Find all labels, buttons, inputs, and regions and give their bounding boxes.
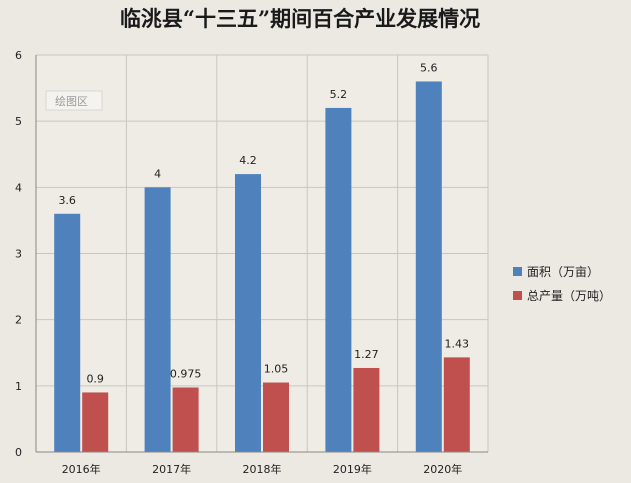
data-label-output: 1.43 <box>445 337 470 350</box>
legend-label: 面积（万亩） <box>527 264 599 279</box>
data-label-area: 4 <box>154 167 161 180</box>
bar-output <box>82 392 109 452</box>
data-labels: 3.6 0.9 4 0.975 4.2 1.05 5.2 1.27 5.6 1.43 <box>58 61 469 385</box>
x-tick-label: 2018年 <box>243 462 282 476</box>
bar-output <box>443 357 470 452</box>
chart-title: 临洮县“十三五”期间百合产业发展情况 <box>120 6 480 31</box>
data-label-output: 1.05 <box>264 363 289 376</box>
y-tick-label: 2 <box>15 314 22 327</box>
bar-area <box>54 213 81 452</box>
data-label-output: 0.9 <box>86 372 104 385</box>
data-label-output: 0.975 <box>170 367 202 380</box>
bar-output <box>263 382 289 452</box>
bar-area <box>235 174 261 452</box>
legend: 面积（万亩） 总产量（万吨） <box>513 264 611 303</box>
legend-swatch <box>513 267 522 276</box>
bar-output <box>353 367 380 452</box>
x-tick-label: 2020年 <box>423 462 462 476</box>
y-tick-label: 6 <box>15 49 22 62</box>
bar-output <box>172 387 199 452</box>
axes: 0 1 2 3 4 5 6 2016年 2017年 2018年 2019年 2020年 <box>15 49 488 476</box>
y-tick-label: 3 <box>15 248 22 261</box>
y-tick-label: 4 <box>15 181 22 194</box>
data-label-area: 4.2 <box>239 154 257 167</box>
data-label-area: 3.6 <box>58 194 76 207</box>
y-tick-label: 5 <box>15 115 22 128</box>
plot-area-tag: 绘图区 <box>55 94 88 108</box>
data-label-output: 1.27 <box>354 348 379 361</box>
y-tick-label: 0 <box>15 446 22 459</box>
bar-area <box>415 81 442 452</box>
bar-area <box>325 107 352 452</box>
data-label-area: 5.2 <box>330 88 348 101</box>
data-label-area: 5.6 <box>420 61 438 74</box>
y-tick-label: 1 <box>15 380 22 393</box>
legend-label: 总产量（万吨） <box>527 289 611 303</box>
legend-swatch <box>513 291 522 300</box>
bars <box>54 81 470 453</box>
plot-area-tag-box <box>45 90 103 111</box>
x-tick-label: 2016年 <box>62 462 101 476</box>
x-tick-label: 2017年 <box>152 462 191 476</box>
x-tick-label: 2019年 <box>333 462 372 476</box>
bar-area <box>144 187 171 453</box>
